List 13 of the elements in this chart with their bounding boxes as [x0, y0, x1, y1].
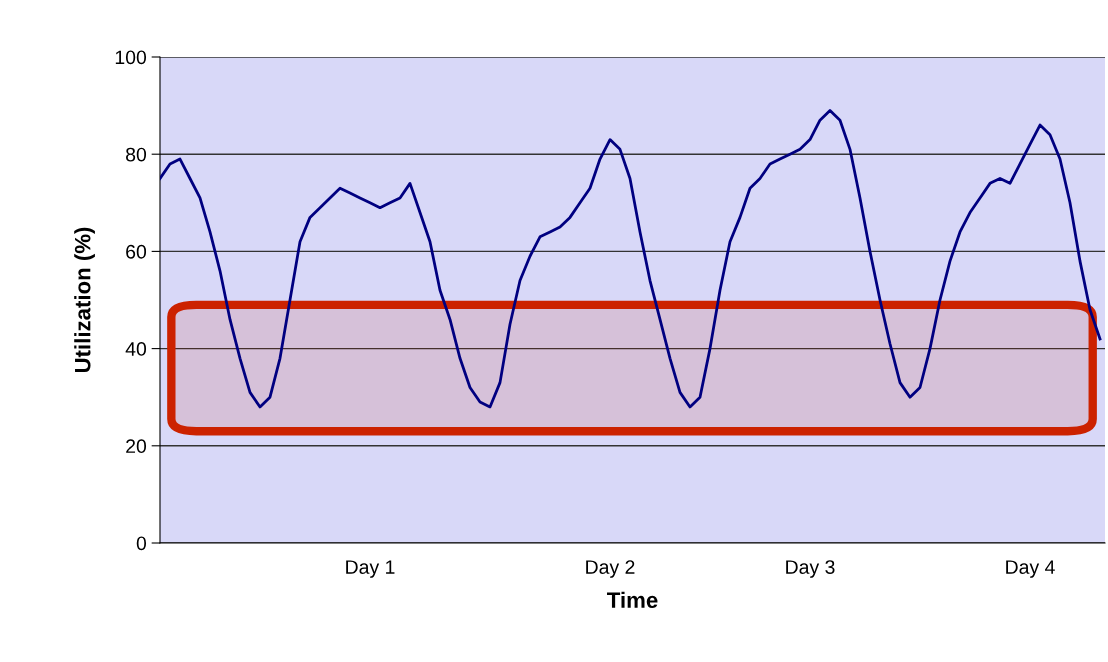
- y-tick-label: 80: [126, 147, 147, 162]
- x-axis-title: Time: [607, 591, 658, 608]
- y-tick-label: 60: [126, 244, 147, 259]
- x-tick-label: Day 2: [586, 560, 635, 578]
- y-tick-label: 40: [125, 342, 147, 356]
- y-axis-title: Utilization (%): [74, 227, 95, 373]
- y-tick-label: 0: [136, 536, 147, 551]
- x-tick-label: Day 1: [346, 560, 395, 578]
- line-series: [160, 109, 1102, 409]
- x-tick-label: Day 4: [1006, 560, 1055, 578]
- y-tick-label: 20: [126, 439, 147, 454]
- y-tick-label: 100: [115, 50, 147, 65]
- x-tick-label: Day 3: [786, 560, 835, 578]
